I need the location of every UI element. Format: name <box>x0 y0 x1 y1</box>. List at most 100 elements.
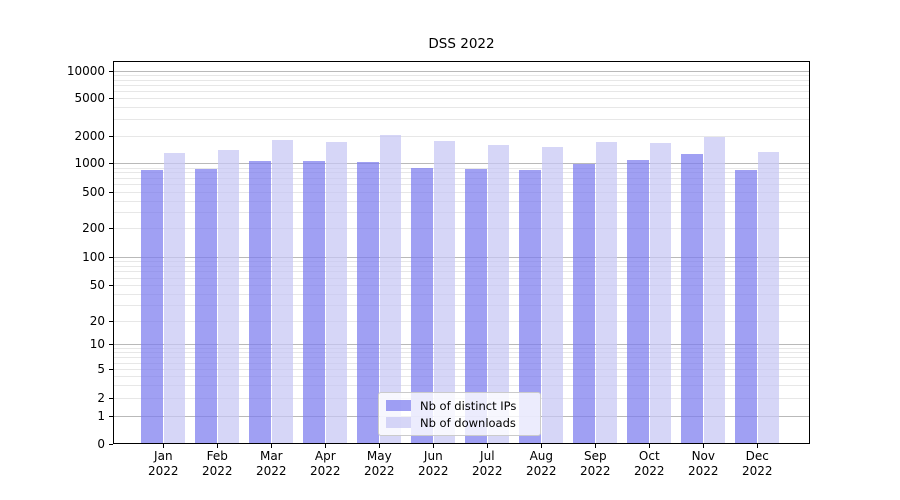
gridline-minor <box>114 362 809 364</box>
gridline-minor <box>114 352 809 354</box>
x-tick <box>325 444 327 448</box>
x-tick-label: Mar 2022 <box>256 449 287 478</box>
legend-swatch-distinct-ips-icon <box>386 400 411 411</box>
gridline-major <box>114 70 809 72</box>
bar-distinct-ips-sep <box>573 163 595 444</box>
gridline-minor <box>114 177 809 179</box>
y-tick-label: 500 <box>82 184 105 199</box>
gridline-minor <box>114 167 809 169</box>
x-tick <box>163 444 165 448</box>
y-tick-label: 2 <box>97 391 105 406</box>
y-tick <box>109 344 113 345</box>
legend-label-downloads: Nb of downloads <box>420 415 516 430</box>
gridline-minor <box>114 277 809 279</box>
gridline-major <box>114 344 809 345</box>
bar-distinct-ips-apr <box>303 161 325 444</box>
bar-distinct-ips-jul <box>465 169 487 444</box>
x-tick <box>595 444 597 448</box>
gridline-minor <box>114 228 809 230</box>
gridline-minor <box>114 91 809 93</box>
gridline-minor <box>114 369 809 371</box>
gridline-minor <box>114 212 809 214</box>
y-tick <box>109 135 113 137</box>
y-tick-label: 5000 <box>74 91 105 106</box>
y-tick <box>109 256 113 258</box>
gridline-minor <box>114 107 809 109</box>
y-tick-label: 1 <box>97 408 105 423</box>
bar-downloads-nov <box>703 136 726 444</box>
x-tick-label: Jun 2022 <box>418 449 449 478</box>
bar-distinct-ips-oct <box>627 159 649 444</box>
bar-distinct-ips-mar <box>249 161 271 444</box>
y-tick <box>109 228 113 230</box>
y-tick-label: 1000 <box>74 156 105 171</box>
gridline-minor <box>114 271 809 273</box>
gridline-minor <box>114 200 809 202</box>
y-tick <box>109 191 113 193</box>
y-tick-label: 200 <box>82 221 105 236</box>
gridline-minor <box>114 265 809 267</box>
bar-downloads-jul <box>487 144 510 444</box>
bar-distinct-ips-nov <box>681 154 703 444</box>
bar-downloads-sep <box>595 142 618 444</box>
x-tick <box>757 444 759 448</box>
x-tick-label: May 2022 <box>364 449 395 478</box>
gridline-minor <box>114 84 809 86</box>
bar-downloads-jan <box>163 152 186 444</box>
y-tick-label: 50 <box>89 278 105 292</box>
y-tick-label: 5 <box>97 362 105 377</box>
x-tick <box>217 444 219 448</box>
gridline-minor <box>114 305 809 307</box>
x-tick <box>541 444 543 448</box>
gridline-minor <box>114 285 809 286</box>
y-tick <box>109 70 113 72</box>
gridline-major <box>114 256 809 258</box>
gridline-minor <box>114 74 809 76</box>
x-tick-label: Apr 2022 <box>310 449 341 478</box>
gridline-minor <box>114 347 809 349</box>
y-tick <box>109 163 113 165</box>
x-tick-label: Aug 2022 <box>526 449 557 478</box>
x-tick <box>703 444 705 448</box>
y-tick-label: 10 <box>89 337 105 351</box>
bar-downloads-oct <box>649 142 672 444</box>
y-tick <box>109 443 113 445</box>
gridline-minor <box>114 357 809 359</box>
x-tick <box>487 444 489 448</box>
x-tick-label: Jul 2022 <box>472 449 503 478</box>
y-tick <box>109 398 113 400</box>
gridline-minor <box>114 172 809 174</box>
gridline-minor <box>114 184 809 186</box>
x-tick <box>271 444 273 448</box>
legend-label-distinct-ips: Nb of distinct IPs <box>420 398 517 413</box>
gridline-minor <box>114 135 809 137</box>
gridline-minor <box>114 79 809 81</box>
legend-item-downloads: Nb of downloads <box>386 414 534 431</box>
bar-distinct-ips-feb <box>195 168 217 444</box>
bar-distinct-ips-dec <box>735 170 757 444</box>
legend-swatch-downloads-icon <box>386 417 411 428</box>
bar-distinct-ips-jun <box>411 167 433 444</box>
x-tick-label: Nov 2022 <box>688 449 719 478</box>
bar-distinct-ips-jan <box>141 169 163 444</box>
gridline-minor <box>114 376 809 378</box>
bar-downloads-mar <box>271 139 294 444</box>
gridline-minor <box>114 98 809 100</box>
y-tick-label: 20 <box>89 314 105 328</box>
bar-downloads-feb <box>217 149 240 444</box>
gridline-minor <box>114 321 809 322</box>
gridline-major <box>114 163 809 165</box>
y-tick <box>109 285 113 286</box>
bar-downloads-dec <box>757 151 780 444</box>
bar-downloads-may <box>379 134 402 444</box>
gridline-minor <box>114 191 809 193</box>
bar-downloads-aug <box>541 147 564 444</box>
legend-item-distinct-ips: Nb of distinct IPs <box>386 397 534 414</box>
x-tick-label: Feb 2022 <box>202 449 233 478</box>
x-tick <box>649 444 651 448</box>
x-tick <box>379 444 381 448</box>
x-tick <box>433 444 435 448</box>
gridline-minor <box>114 293 809 295</box>
bar-distinct-ips-aug <box>519 169 541 444</box>
